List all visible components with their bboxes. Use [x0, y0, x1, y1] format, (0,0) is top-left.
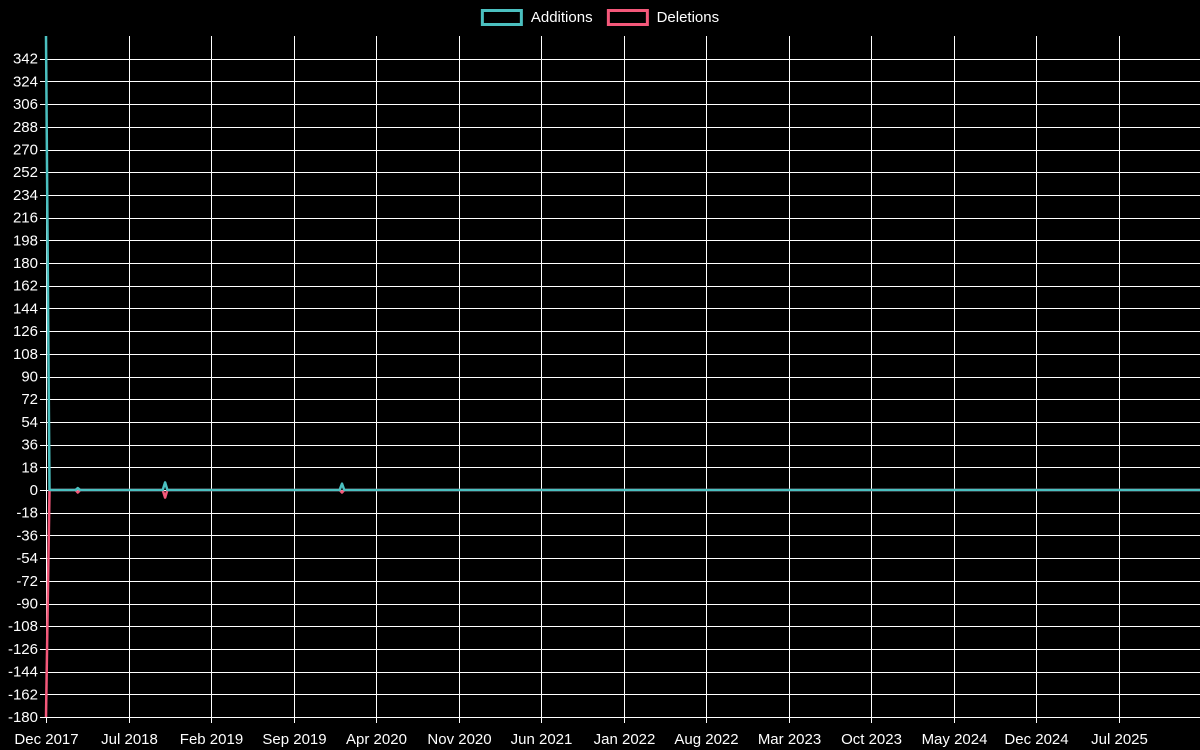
y-tick-label: 144	[13, 300, 38, 317]
x-tick-label: Sep 2019	[262, 731, 326, 748]
y-tick-label: 198	[13, 232, 38, 249]
x-tick-label: Dec 2024	[1004, 731, 1068, 748]
y-tick-label: 54	[21, 414, 38, 431]
y-tick-label: -126	[8, 641, 38, 658]
legend-item-additions[interactable]: Additions	[480, 9, 593, 26]
deletions-line	[44, 488, 1200, 718]
y-tick-label: -180	[8, 709, 38, 726]
x-tick-label: May 2024	[922, 731, 988, 748]
deletions-legend-swatch	[606, 9, 649, 26]
y-tick-label: -36	[16, 527, 38, 544]
y-tick-label: 162	[13, 278, 38, 295]
y-tick-label: 72	[21, 391, 38, 408]
y-tick-label: 306	[13, 96, 38, 113]
x-tick-label: Apr 2020	[346, 731, 407, 748]
y-tick-label: -54	[16, 550, 38, 567]
x-tick-label: Mar 2023	[758, 731, 821, 748]
y-tick-label: 36	[21, 437, 38, 454]
y-tick-label: 126	[13, 323, 38, 340]
y-tick-label: 234	[13, 187, 38, 204]
y-tick-label: -90	[16, 596, 38, 613]
x-tick-label: Oct 2023	[841, 731, 902, 748]
y-tick-label: 252	[13, 164, 38, 181]
y-tick-label: 324	[13, 73, 38, 90]
y-tick-label: 0	[30, 482, 38, 499]
additions-legend-label: Additions	[530, 9, 593, 26]
x-tick-label: Feb 2019	[180, 731, 243, 748]
legend: Additions Deletions	[480, 9, 720, 26]
y-tick-label: -144	[8, 664, 38, 681]
deletions-legend-label: Deletions	[656, 9, 720, 26]
y-tick-label: -18	[16, 505, 38, 522]
x-tick-label: Jul 2018	[101, 731, 158, 748]
y-tick-label: 288	[13, 119, 38, 136]
y-tick-label: 108	[13, 346, 38, 363]
y-tick-label: -162	[8, 686, 38, 703]
x-tick-label: Nov 2020	[427, 731, 491, 748]
y-tick-label: 270	[13, 142, 38, 159]
x-tick-label: Jan 2022	[594, 731, 656, 748]
y-tick-label: -108	[8, 618, 38, 635]
x-tick-label: Aug 2022	[674, 731, 738, 748]
x-tick-label: Dec 2017	[14, 731, 78, 748]
y-tick-label: -72	[16, 573, 38, 590]
y-tick-label: 18	[21, 459, 38, 476]
y-tick-label: 342	[13, 51, 38, 68]
y-tick-label: 180	[13, 255, 38, 272]
additions-line	[44, 35, 1200, 492]
x-tick-label: Jun 2021	[511, 731, 573, 748]
y-tick-label: 216	[13, 210, 38, 227]
x-tick-label: Jul 2025	[1091, 731, 1148, 748]
additions-legend-swatch	[480, 9, 523, 26]
y-tick-label: 90	[21, 369, 38, 386]
legend-item-deletions[interactable]: Deletions	[606, 9, 720, 26]
